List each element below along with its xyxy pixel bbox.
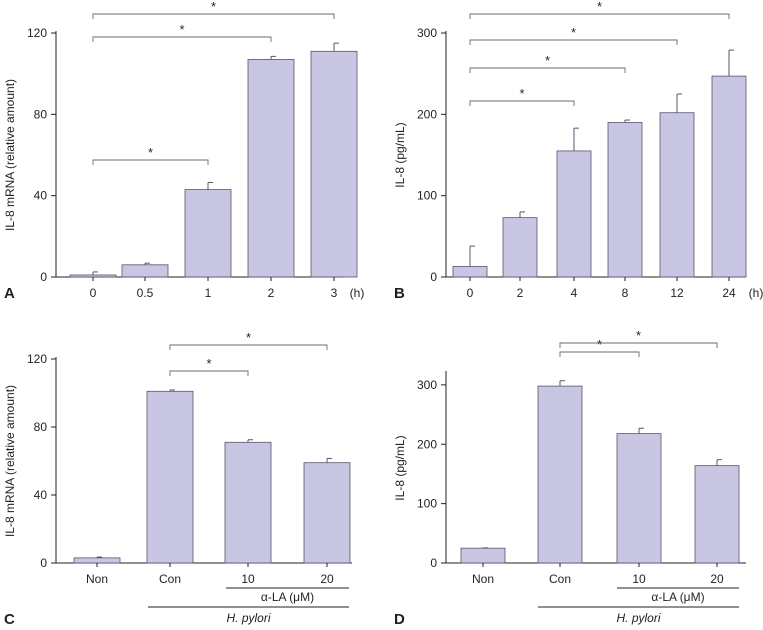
panel-a-letter: A xyxy=(4,285,15,302)
panel-b-bar-2 xyxy=(556,150,592,278)
panel-a-x-tick-label-0: 0 xyxy=(90,286,97,300)
panel-b-bar-0 xyxy=(452,266,488,278)
panel-d-significance-bracket-0 xyxy=(559,351,640,357)
panel-d-letter: D xyxy=(394,611,405,628)
panel-a-y-tick-label: 40 xyxy=(34,189,48,203)
panel-b-bar-4 xyxy=(659,112,695,278)
panel-c-significance-star-1: * xyxy=(246,330,251,345)
panel-b-bar-3 xyxy=(607,122,643,278)
panel-c-significance-bracket-0 xyxy=(169,370,249,376)
panel-d-group-label: α-LA (μM) xyxy=(651,590,704,604)
panel-a-y-axis-label: IL-8 mRNA (relative amount) xyxy=(3,79,17,231)
panel-a-significance-star-0: * xyxy=(148,145,153,160)
panel-c-significance-star-0: * xyxy=(206,356,211,371)
panel-c-bar-2 xyxy=(224,441,272,564)
panel-d-y-tick-label: 100 xyxy=(417,497,437,511)
panel-a-x-tick-label-4: 3 xyxy=(331,286,338,300)
panel-b-significance-bracket-3 xyxy=(469,13,730,19)
panel-b-y-tick-label: 300 xyxy=(417,26,437,40)
panel-c-x-tick-label-0: Non xyxy=(86,572,108,586)
panel-d-x-tick-label-1: Con xyxy=(549,572,571,586)
panel-d-y-tick-label: 300 xyxy=(417,378,437,392)
panel-d-x-tick-label-2: 10 xyxy=(632,572,646,586)
panel-a-significance-star-1: * xyxy=(179,22,184,37)
panel-a-x-tick-label-1: 0.5 xyxy=(137,286,154,300)
panel-a-significance-bracket-0 xyxy=(92,159,209,165)
panel-c-y-axis-label: IL-8 mRNA (relative amount) xyxy=(3,385,17,537)
panel-b-y-tick-label: 0 xyxy=(430,270,437,284)
panel-c-bar-0 xyxy=(73,557,121,564)
panel-a-bar-1 xyxy=(121,264,169,278)
panel-c-x-tick-label-2: 10 xyxy=(241,572,255,586)
panel-b-x-tick-label-3: 8 xyxy=(622,286,629,300)
panel-b-letter: B xyxy=(394,285,405,302)
panel-b-x-tick-label-2: 4 xyxy=(571,286,578,300)
panel-b-bar-5 xyxy=(711,75,747,278)
panel-a-x-unit-label: (h) xyxy=(350,286,365,300)
panel-b-significance-star-2: * xyxy=(571,25,576,40)
panel-c-bar-1 xyxy=(146,390,194,564)
panel-b-bar-1 xyxy=(502,217,538,278)
panel-b-significance-star-0: * xyxy=(519,86,524,101)
panel-a-y-tick-label: 0 xyxy=(40,270,47,284)
panel-b-y-axis-label: IL-8 (pg/mL) xyxy=(393,122,407,187)
panel-c-x-tick-label-1: Con xyxy=(159,572,181,586)
panel-d-y-tick-label: 0 xyxy=(430,556,437,570)
panel-b-significance-bracket-0 xyxy=(469,100,575,106)
panel-d-significance-bracket-1 xyxy=(559,342,718,348)
panel-a-x-tick-label-3: 2 xyxy=(268,286,275,300)
panel-d-significance-star-0: * xyxy=(597,337,602,352)
panel-d-y-axis-label: IL-8 (pg/mL) xyxy=(393,435,407,500)
panel-d-x-tick-label-3: 20 xyxy=(710,572,724,586)
panel-c-significance-bracket-1 xyxy=(169,344,328,350)
panel-d-bar-3 xyxy=(694,465,740,564)
panel-d-bar-0 xyxy=(460,547,506,564)
panel-d-outer-label: H. pylori xyxy=(616,611,660,625)
panel-b-x-tick-label-1: 2 xyxy=(517,286,524,300)
panel-b-x-tick-label-5: 24 xyxy=(722,286,736,300)
panel-a-bar-4 xyxy=(310,50,358,278)
panel-c-y-tick-label: 0 xyxy=(40,556,47,570)
panel-b-x-tick-label-4: 12 xyxy=(670,286,684,300)
panel-a-bar-0 xyxy=(69,274,117,278)
panel-b-y-tick-label: 200 xyxy=(417,107,437,121)
panel-a-significance-bracket-1 xyxy=(92,36,272,42)
panel-c-letter: C xyxy=(4,611,15,628)
panel-c-y-tick-label: 120 xyxy=(27,352,47,366)
panel-b-significance-bracket-1 xyxy=(469,67,626,73)
panel-a-bar-2 xyxy=(184,189,232,278)
panel-d-x-tick-label-0: Non xyxy=(472,572,494,586)
panel-a-significance-bracket-2 xyxy=(92,13,335,19)
panel-d-significance-star-1: * xyxy=(636,328,641,343)
panel-d-bar-2 xyxy=(616,433,662,564)
panel-c-bar-3 xyxy=(303,462,351,564)
panel-a-y-tick-label: 120 xyxy=(27,26,47,40)
panel-c-x-tick-label-3: 20 xyxy=(320,572,334,586)
panel-b-y-tick-label: 100 xyxy=(417,189,437,203)
panel-c-outer-label: H. pylori xyxy=(226,611,270,625)
panel-c-y-tick-label: 40 xyxy=(34,488,48,502)
panel-d-bar-1 xyxy=(537,385,583,564)
panel-c-group-label: α-LA (μM) xyxy=(261,590,314,604)
panel-b-x-unit-label: (h) xyxy=(749,286,763,300)
panel-a-significance-star-2: * xyxy=(211,0,216,14)
panel-a-x-tick-label-2: 1 xyxy=(205,286,212,300)
panel-b-significance-star-3: * xyxy=(597,0,602,14)
panel-d-y-tick-label: 200 xyxy=(417,437,437,451)
panel-b-significance-bracket-2 xyxy=(469,39,678,45)
panel-b-significance-star-1: * xyxy=(545,53,550,68)
panel-a-y-tick-label: 80 xyxy=(34,107,48,121)
panel-a-bar-3 xyxy=(247,59,295,278)
panel-b-x-tick-label-0: 0 xyxy=(467,286,474,300)
panel-c-y-tick-label: 80 xyxy=(34,420,48,434)
